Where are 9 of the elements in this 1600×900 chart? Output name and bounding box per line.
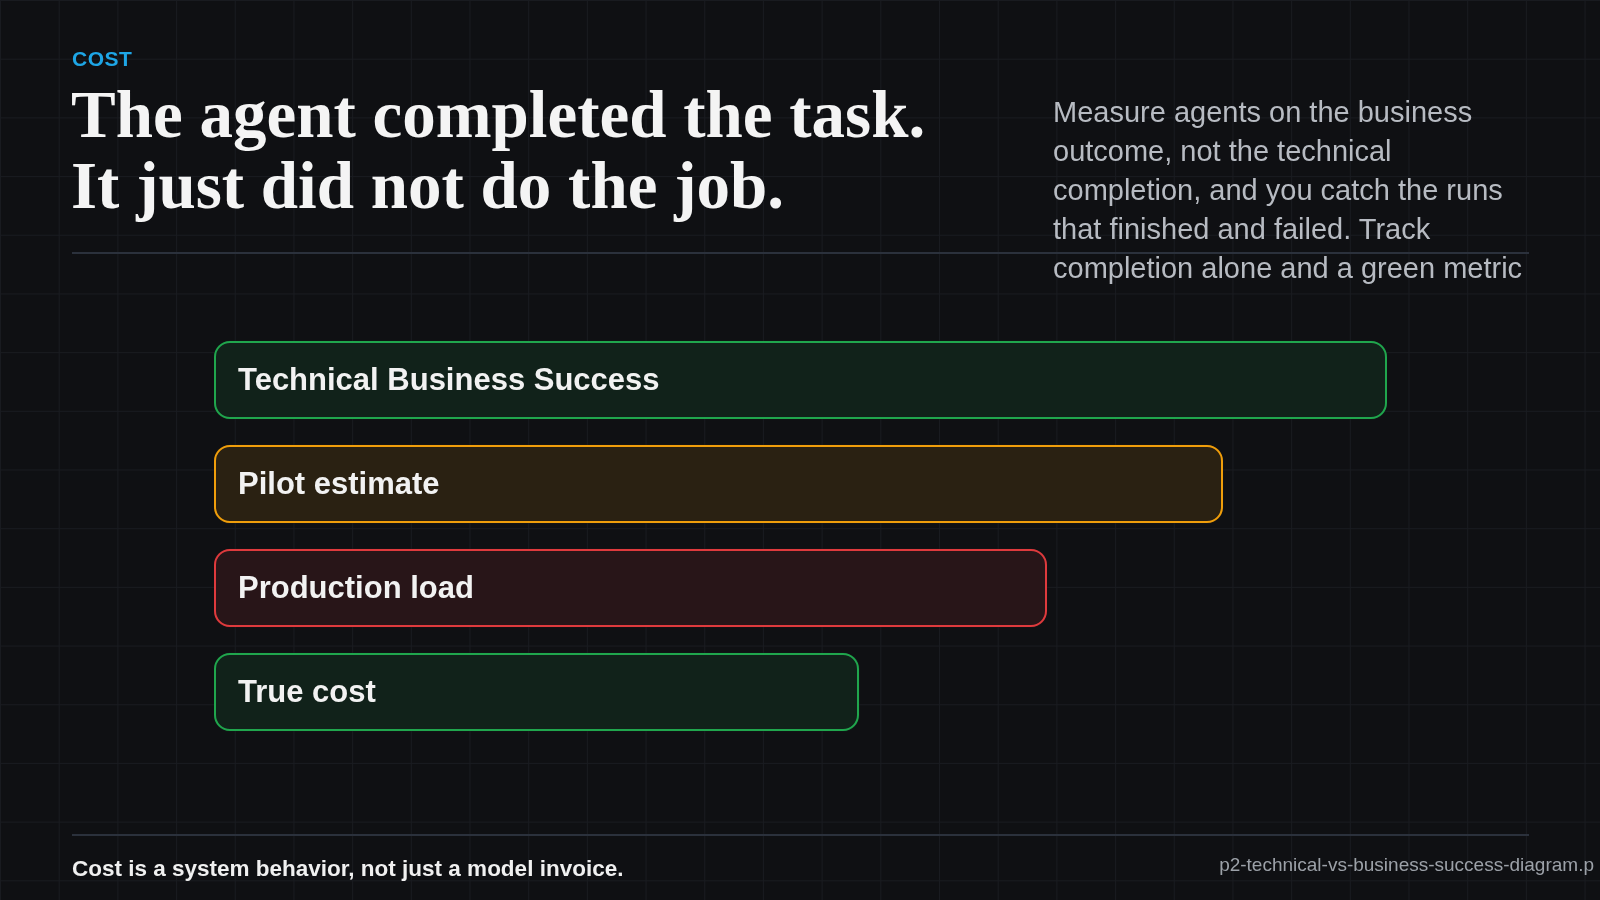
text: p2-technical-vs-business-success-diagram.p <box>1219 854 1594 876</box>
y-tick-label: True cost <box>238 673 376 709</box>
text: COST <box>72 47 133 71</box>
y-tick-label: Pilot estimate <box>238 465 440 501</box>
y-tick-label: Production load <box>238 569 474 605</box>
y-tick-label: Technical Business Success <box>238 361 660 397</box>
chart-subtitle: Measure agents on the business outcome, not the technical completion, and you catch the runs that finished and failed. Track completion alone and a green metric <box>1053 95 1524 286</box>
text: Cost is a system behavior, not just a model invoice. <box>72 856 624 882</box>
chart-title: The agent completed the task. It just did not do the job. <box>71 77 927 222</box>
